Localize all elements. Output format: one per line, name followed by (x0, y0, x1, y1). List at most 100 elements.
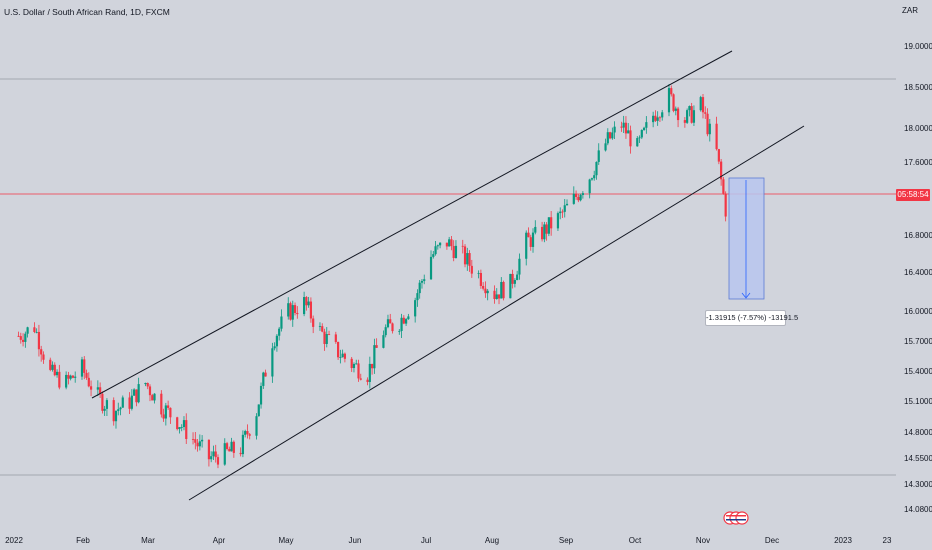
candle-body (386, 319, 390, 328)
candle-body (690, 106, 693, 123)
candle-body (477, 272, 480, 274)
candle-body (74, 376, 77, 378)
candle-body (701, 97, 705, 113)
candle-body (178, 427, 181, 430)
candle-body (429, 256, 433, 280)
candle-body (368, 363, 371, 382)
candle-body (382, 335, 385, 348)
candle-body (670, 88, 673, 95)
x-tick-label: Jul (421, 536, 431, 545)
candle-body (264, 372, 267, 377)
x-tick-label: Apr (213, 536, 226, 545)
candle-body (35, 331, 38, 333)
candle-body (531, 232, 535, 247)
candle-body (434, 246, 437, 255)
candle-body (550, 217, 553, 229)
candle-body (305, 297, 308, 306)
candle-body (402, 317, 405, 324)
candle-body (418, 282, 421, 294)
channel-lower-line[interactable] (188, 125, 805, 501)
candle-body (525, 232, 528, 259)
x-tick-label: Nov (696, 536, 710, 545)
candle-body (323, 331, 326, 344)
candle-body (19, 336, 22, 340)
candle-body (103, 408, 106, 411)
candle-body (194, 439, 197, 443)
symbol-title: U.S. Dollar / South African Rand, 1D, FX… (4, 7, 170, 17)
x-tick-label: Oct (629, 536, 642, 545)
candle-body (53, 364, 56, 376)
candle-body (216, 457, 220, 465)
y-axis[interactable]: ZAR 19.00000 18.50000 18.00000 17.60000 16.80… (902, 6, 932, 514)
candle-body (24, 333, 27, 342)
candle-body (448, 239, 451, 247)
candle-body (722, 179, 725, 194)
y-tick-label: 14.80000 (904, 428, 932, 437)
candle-body (65, 374, 68, 388)
candle-body (359, 378, 362, 380)
candle-body (83, 359, 86, 373)
candle-body (561, 211, 564, 213)
candle-body (656, 117, 659, 121)
candle-body (51, 364, 54, 370)
candle-body (527, 232, 530, 238)
candle-body (502, 281, 505, 299)
y-tick-label: 19.00000 (904, 42, 932, 51)
y-tick-label: 14.55000 (904, 454, 932, 463)
candle-body (717, 149, 720, 162)
candle-body (334, 334, 337, 342)
measure-range-box[interactable] (728, 177, 765, 300)
price-countdown-tag: 05:58:54 (896, 189, 930, 201)
candle-body (604, 143, 607, 151)
candle-body (105, 400, 109, 409)
candle-body (114, 410, 118, 422)
candle-body (579, 194, 582, 201)
candle-body (423, 279, 426, 281)
candle-body (318, 326, 322, 327)
candle-body (26, 327, 29, 334)
candle-body (321, 326, 324, 332)
candle-body (180, 427, 183, 428)
candle-body (563, 205, 566, 212)
candle-body (466, 253, 469, 265)
x-tick-label: Jun (349, 536, 362, 545)
candle-body (398, 330, 401, 332)
candle-body (391, 323, 394, 332)
candle-body (699, 97, 702, 111)
candle-body (169, 407, 172, 418)
candle-body (482, 285, 485, 289)
candle-body (667, 88, 671, 113)
candle-body (212, 451, 215, 457)
channel-upper-line[interactable] (91, 50, 733, 399)
candle-body (500, 281, 503, 299)
y-tick-label: 16.40000 (904, 268, 932, 277)
y-tick-label: 18.50000 (904, 83, 932, 92)
x-tick-label: 2022 (5, 536, 23, 545)
candle-body (40, 349, 43, 355)
economic-events-icon[interactable] (723, 511, 749, 525)
candle-body (146, 382, 149, 387)
candle-body (534, 226, 537, 233)
candle-body (337, 341, 340, 358)
candle-body (121, 397, 124, 408)
x-tick-label: 23 (883, 536, 892, 545)
candle-body (547, 217, 550, 234)
y-tick-label: 15.70000 (904, 337, 932, 346)
candle-body (438, 242, 442, 246)
candle-body (574, 193, 578, 197)
candle-body (468, 253, 471, 266)
candle-body (198, 441, 201, 447)
candle-body (593, 175, 596, 179)
candle-body (85, 372, 88, 378)
candle-body (493, 290, 496, 300)
candle-body (373, 345, 376, 369)
candle-body (69, 375, 72, 379)
candle-body (101, 393, 104, 411)
x-tick-label: May (278, 536, 293, 545)
candle-body (545, 224, 548, 234)
candle-body (484, 288, 487, 294)
candle-body (112, 400, 115, 422)
candle-body (672, 94, 675, 111)
x-axis[interactable]: 2022 Feb Mar Apr May Jun Jul Aug Sep Oct Nov Dec 202… (5, 536, 892, 545)
